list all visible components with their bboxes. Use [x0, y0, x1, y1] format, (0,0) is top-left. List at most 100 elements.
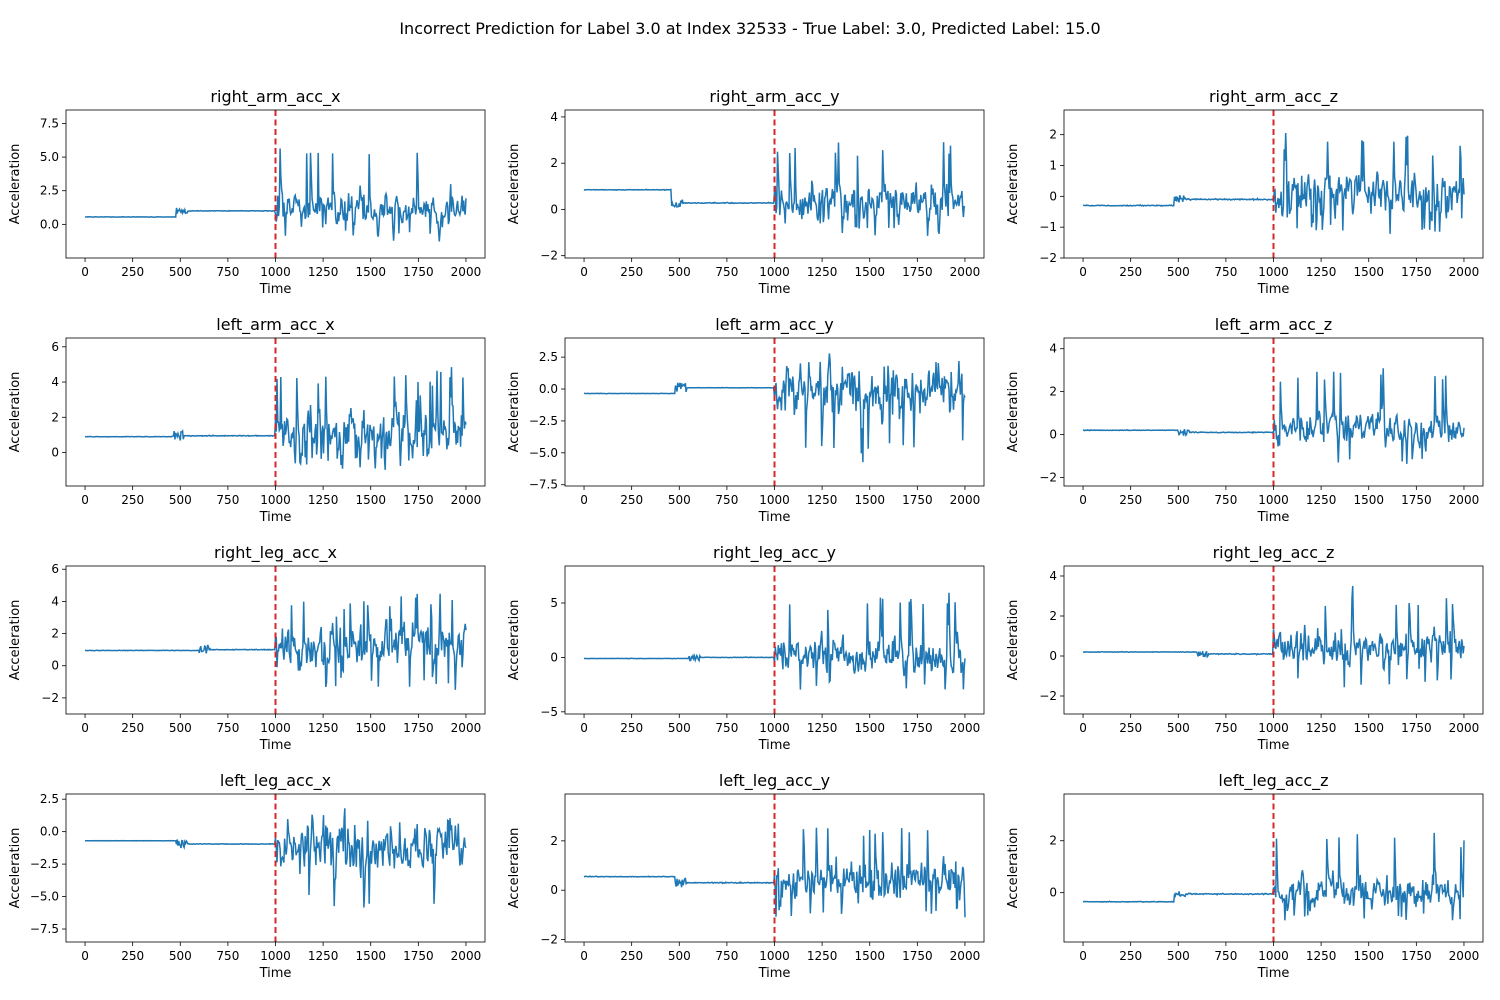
- x-tick-label: 500: [1167, 265, 1190, 279]
- subplot-title: left_arm_acc_z: [1215, 315, 1332, 335]
- y-tick-label: 5.0: [40, 150, 59, 164]
- subplot-title: left_arm_acc_x: [216, 315, 334, 335]
- x-tick-label: 2000: [1449, 721, 1480, 735]
- x-tick-label: 1000: [1258, 721, 1289, 735]
- y-tick-label: 4: [51, 375, 59, 389]
- x-tick-label: 1750: [902, 493, 933, 507]
- y-axis-label: Acceleration: [8, 144, 23, 225]
- y-tick-label: −2: [1039, 251, 1057, 265]
- x-tick-label: 750: [715, 721, 738, 735]
- x-tick-label: 750: [715, 265, 738, 279]
- x-tick-label: 1500: [1353, 949, 1384, 963]
- y-tick-label: 0: [1049, 649, 1057, 663]
- series-line: [84, 148, 467, 242]
- x-tick-label: 0: [1079, 265, 1087, 279]
- subplot-title: right_leg_acc_y: [713, 543, 836, 563]
- x-tick-label: 750: [216, 949, 239, 963]
- x-tick-label: 1000: [260, 493, 291, 507]
- subplot-title: left_leg_acc_z: [1218, 771, 1328, 791]
- y-axis-label: Acceleration: [8, 828, 23, 909]
- x-tick-label: 1500: [1353, 265, 1384, 279]
- subplot-left_arm_acc_y: left_arm_acc_y 0 250 500 750 1000 1250 1500 1750…: [507, 315, 985, 525]
- y-tick-label: 2.5: [40, 792, 59, 806]
- x-tick-label: 750: [1214, 949, 1237, 963]
- y-tick-label: 2: [51, 627, 59, 641]
- x-tick-label: 1750: [403, 493, 434, 507]
- subplot-left_leg_acc_x: left_leg_acc_x 0 250 500 750 1000 1250 1500 1750…: [8, 771, 486, 981]
- x-tick-label: 1750: [403, 949, 434, 963]
- x-tick-label: 500: [1167, 493, 1190, 507]
- y-tick-label: −2: [540, 249, 558, 263]
- y-tick-label: 4: [51, 594, 59, 608]
- x-tick-label: 1750: [1401, 721, 1432, 735]
- subplot-right_leg_acc_x: right_leg_acc_x 0 250 500 750 1000 1250 1500 175…: [8, 543, 486, 753]
- x-tick-label: 1250: [807, 265, 838, 279]
- x-tick-label: 1500: [1353, 721, 1384, 735]
- x-tick-label: 250: [620, 493, 643, 507]
- x-tick-label: 1000: [1258, 265, 1289, 279]
- subplot-title: right_arm_acc_x: [210, 87, 340, 107]
- x-tick-label: 1000: [260, 721, 291, 735]
- x-tick-label: 750: [216, 493, 239, 507]
- y-axis-label: Acceleration: [1006, 600, 1021, 681]
- x-tick-label: 0: [1079, 493, 1087, 507]
- y-tick-label: 5: [550, 596, 558, 610]
- y-tick-label: −2: [1039, 689, 1057, 703]
- x-tick-label: 750: [216, 265, 239, 279]
- x-tick-label: 250: [620, 265, 643, 279]
- x-tick-label: 500: [1167, 949, 1190, 963]
- y-axis-label: Acceleration: [1006, 144, 1021, 225]
- series-line: [1082, 585, 1465, 688]
- x-axis-label: Time: [259, 966, 292, 981]
- x-tick-label: 2000: [950, 949, 981, 963]
- y-tick-label: −1: [1039, 220, 1057, 234]
- x-tick-label: 0: [580, 721, 588, 735]
- x-tick-label: 1000: [759, 493, 790, 507]
- x-tick-label: 1000: [260, 949, 291, 963]
- y-tick-label: 4: [1049, 569, 1057, 583]
- x-tick-label: 1500: [355, 265, 386, 279]
- x-tick-label: 1500: [854, 265, 885, 279]
- subplot-left_arm_acc_z: left_arm_acc_z 0 250 500 750 1000 1250 1500 1750…: [1006, 315, 1484, 525]
- x-tick-label: 500: [169, 721, 192, 735]
- subplot-title: left_arm_acc_y: [715, 315, 833, 335]
- x-tick-label: 2000: [1449, 493, 1480, 507]
- y-tick-label: 0: [51, 446, 59, 460]
- x-tick-label: 1250: [308, 721, 339, 735]
- y-tick-label: −7.5: [529, 478, 558, 492]
- x-tick-label: 500: [1167, 721, 1190, 735]
- x-tick-label: 1250: [807, 949, 838, 963]
- x-tick-label: 1250: [308, 265, 339, 279]
- x-tick-label: 2000: [451, 721, 482, 735]
- x-tick-label: 0: [580, 265, 588, 279]
- subplot-right_arm_acc_y: right_arm_acc_y 0 250 500 750 1000 1250 1500 175…: [507, 87, 985, 297]
- x-axis-label: Time: [259, 738, 292, 753]
- x-tick-label: 750: [1214, 265, 1237, 279]
- x-tick-label: 2000: [1449, 949, 1480, 963]
- y-tick-label: 2: [1049, 128, 1057, 142]
- y-tick-label: 4: [550, 110, 558, 124]
- y-tick-label: 6: [51, 562, 59, 576]
- y-tick-label: 0: [1049, 428, 1057, 442]
- x-tick-label: 0: [580, 493, 588, 507]
- x-axis-label: Time: [1257, 510, 1290, 525]
- x-tick-label: 500: [169, 493, 192, 507]
- y-tick-label: 2: [550, 834, 558, 848]
- x-tick-label: 0: [81, 949, 89, 963]
- x-tick-label: 750: [216, 721, 239, 735]
- x-axis-label: Time: [758, 510, 791, 525]
- x-tick-label: 1000: [1258, 949, 1289, 963]
- x-tick-label: 2000: [950, 265, 981, 279]
- x-tick-label: 2000: [451, 493, 482, 507]
- y-tick-label: −5.0: [30, 890, 59, 904]
- x-tick-label: 750: [1214, 493, 1237, 507]
- x-tick-label: 250: [1119, 949, 1142, 963]
- x-tick-label: 2000: [1449, 265, 1480, 279]
- x-tick-label: 1250: [308, 493, 339, 507]
- x-tick-label: 1250: [807, 493, 838, 507]
- x-tick-label: 1500: [854, 721, 885, 735]
- x-tick-label: 1000: [759, 721, 790, 735]
- x-tick-label: 2000: [950, 721, 981, 735]
- x-tick-label: 250: [121, 721, 144, 735]
